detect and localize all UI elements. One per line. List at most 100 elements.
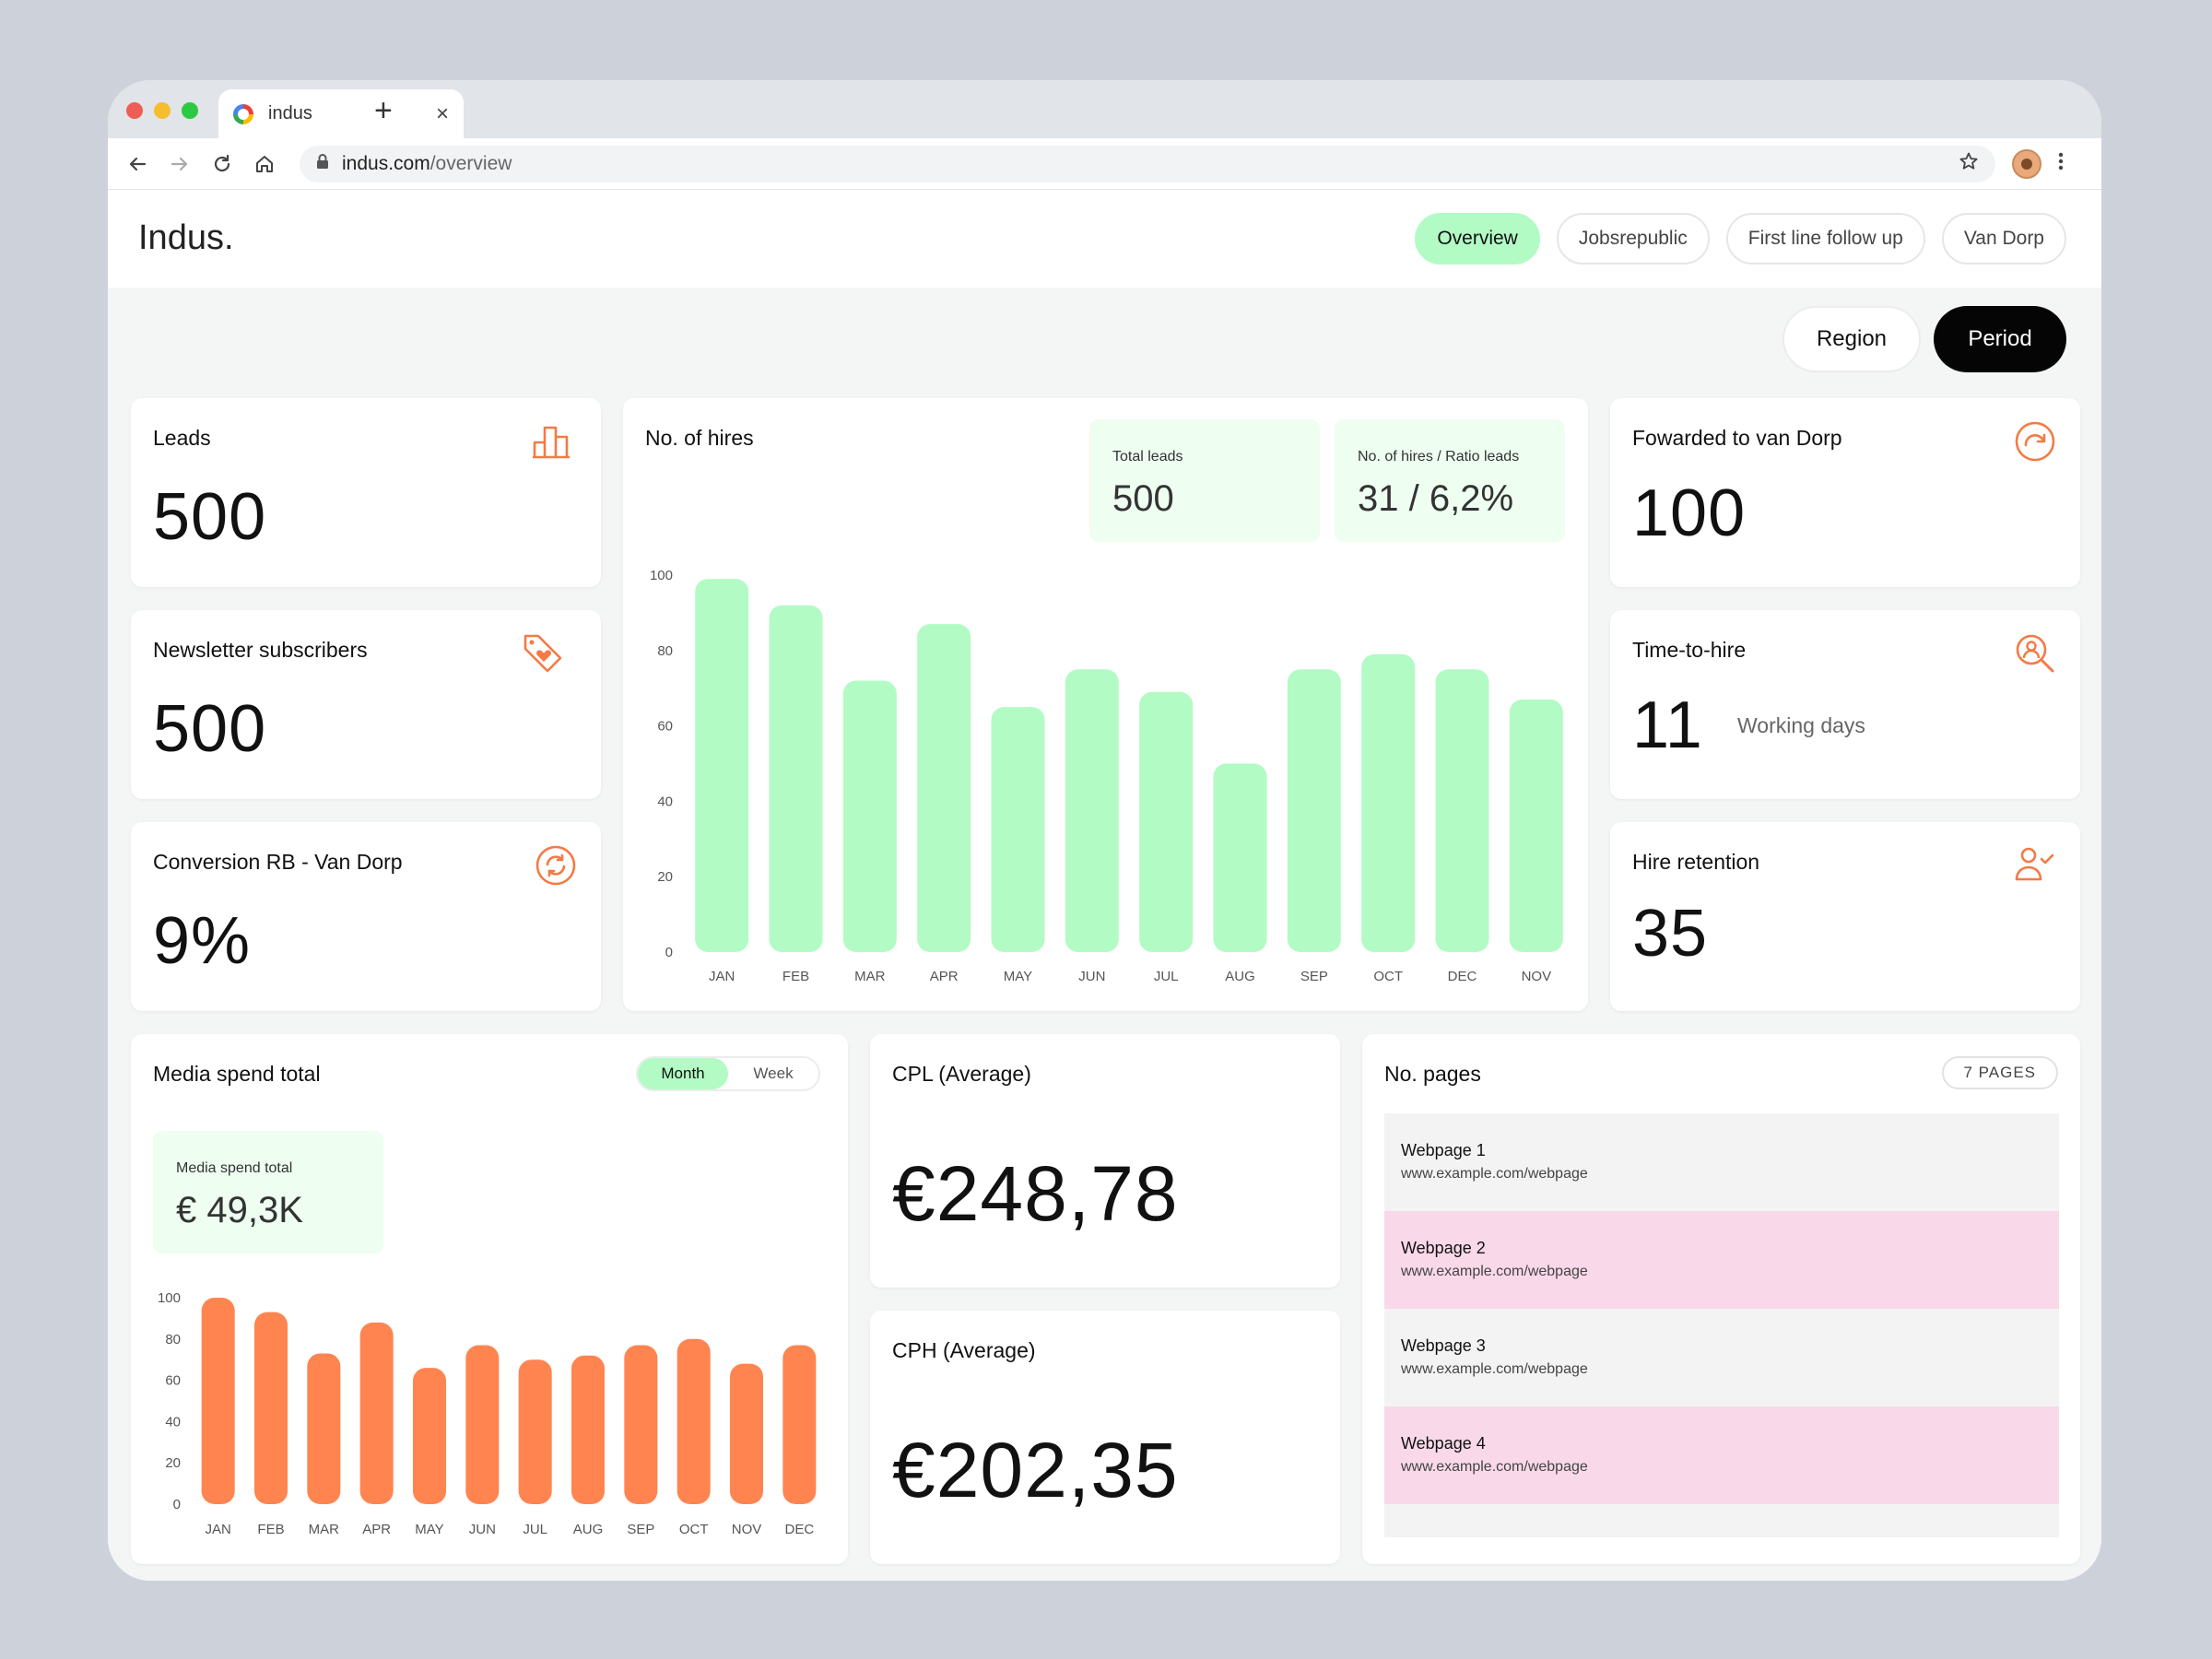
profile-avatar[interactable] [2012,148,2041,179]
card-title: Media spend total [153,1062,321,1086]
chart-bar-may[interactable] [413,1368,446,1504]
nav-tab-jobsrepublic[interactable]: Jobsrepublic [1556,213,1710,265]
browser-window: indus × + indus.com/overview [108,80,2101,1581]
region-filter-button[interactable]: Region [1783,306,1921,372]
x-tick-label: FEB [782,969,809,984]
newsletter-value: 500 [153,692,267,766]
back-arrow-icon[interactable] [123,149,152,179]
chart-bar-jun[interactable] [1065,669,1119,952]
chart-bar-may[interactable] [991,707,1045,952]
main-nav: Overview Jobsrepublic First line follow … [1415,213,2066,265]
x-tick-label: AUG [1225,969,1255,984]
bookmark-star-icon[interactable] [1959,151,1979,177]
list-item[interactable]: Webpage 3 www.example.com/webpage [1384,1309,2059,1406]
hires-ratio-stat: No. of hires / Ratio leads 31 / 6,2% [1335,419,1565,542]
total-leads-stat: Total leads 500 [1089,419,1320,542]
y-tick-label: 80 [657,643,673,659]
cph-value: €202,35 [892,1427,1179,1513]
chart-bar-nov[interactable] [1509,699,1563,952]
brand-logo[interactable]: Indus. [138,218,234,257]
maximize-window-button[interactable] [182,102,198,119]
x-tick-label: JUL [523,1522,547,1537]
week-toggle-button[interactable]: Week [753,1065,794,1082]
dashboard-content: Leads 500 Newsletter subscribers 500 Con… [108,389,2101,1581]
hires-card: No. of hires Total leads 500 No. of hire… [623,398,1588,1011]
x-tick-label: DEC [784,1522,814,1537]
home-icon[interactable] [250,149,279,179]
search-person-icon [2016,634,2054,673]
close-window-button[interactable] [126,102,143,119]
google-icon [233,103,253,124]
reload-icon[interactable] [207,149,237,179]
nav-tab-first-line-follow-up[interactable]: First line follow up [1725,213,1925,265]
chart-bar-jul[interactable] [1139,691,1194,952]
list-item[interactable]: Webpage 4 www.example.com/webpage [1384,1406,2059,1504]
x-tick-label: APR [362,1522,391,1537]
forwarded-card: Fowarded to van Dorp 100 [1610,398,2080,587]
tag-heart-icon [524,634,562,673]
chart-bar-oct[interactable] [1361,653,1416,952]
card-title: Leads [153,426,211,450]
y-tick-label: 40 [657,794,673,809]
url-path: /overview [429,152,512,174]
y-tick-label: 80 [165,1332,181,1347]
chart-bar-sep[interactable] [1287,669,1341,952]
pages-card: No. pages 7 PAGES Webpage 1 www.example.… [1362,1034,2080,1564]
time-to-hire-unit: Working days [1737,713,1865,737]
minimize-window-button[interactable] [154,102,171,119]
page-url: www.example.com/webpage [1401,1166,1588,1182]
chart-bar-jan[interactable] [695,579,749,952]
cpl-card: CPL (Average) €248,78 [870,1034,1340,1288]
chart-bar-apr[interactable] [359,1322,394,1504]
chart-bar-aug[interactable] [571,1355,605,1504]
x-tick-label: JUN [469,1522,496,1537]
chart-bar-jun[interactable] [465,1345,500,1504]
month-toggle-button[interactable]: Month [638,1058,728,1089]
forward-arrow-icon[interactable] [165,149,194,179]
card-title: No. pages [1384,1062,1481,1086]
list-item[interactable]: Webpage 2 www.example.com/webpage [1384,1211,2059,1309]
chart-bar-feb[interactable] [254,1312,288,1504]
chart-bar-aug[interactable] [1213,763,1267,953]
page-name: Webpage 2 [1401,1239,1486,1257]
list-item[interactable]: Webpage 1 www.example.com/webpage [1384,1113,2059,1211]
stat-value: 500 [1112,478,1174,519]
nav-tab-overview[interactable]: Overview [1415,213,1540,265]
page-list: Webpage 1 www.example.com/webpage Webpag… [1384,1113,2059,1537]
page-url: www.example.com/webpage [1401,1459,1588,1475]
chart-bar-apr[interactable] [917,624,971,952]
nav-tab-van-dorp[interactable]: Van Dorp [1941,213,2066,265]
card-title: Newsletter subscribers [153,638,368,662]
kebab-menu-icon[interactable] [2058,149,2064,178]
list-item[interactable] [1384,1504,2059,1537]
chart-bar-mar[interactable] [842,680,897,952]
chart-bar-oct[interactable] [677,1338,711,1504]
x-tick-label: SEP [627,1522,654,1537]
chart-bar-jan[interactable] [201,1298,235,1504]
chart-svg: 0 20 40 60 80 100 JAN FEB MAR APR MAY JUN JUL AUG SEP O… [158,1290,817,1537]
time-to-hire-card: Time-to-hire 11 Working days [1610,610,2080,799]
chart-bar-dec[interactable] [782,1345,817,1504]
card-title: Fowarded to van Dorp [1632,426,1842,450]
chart-bar-jul[interactable] [518,1359,552,1504]
period-filter-button[interactable]: Period [1934,306,2066,372]
chart-bar-dec[interactable] [1435,669,1489,952]
chart-bar-nov[interactable] [730,1363,763,1504]
chart-bar-feb[interactable] [769,605,823,952]
y-tick-label: 0 [665,945,673,960]
address-bar[interactable]: indus.com/overview [300,145,1995,182]
x-tick-label: FEB [257,1522,284,1537]
new-tab-button[interactable]: + [374,93,393,128]
stat-label: Media spend total [176,1160,293,1176]
browser-tab[interactable]: indus × [218,89,464,138]
card-title: Time-to-hire [1632,638,1747,662]
x-tick-label: APR [930,969,959,984]
stat-value: € 49,3K [176,1190,303,1230]
media-spend-stat: Media spend total € 49,3K [153,1131,383,1253]
filter-bar: Region Period [108,288,2101,389]
x-tick-label: JAN [205,1522,230,1537]
tab-close-icon[interactable]: × [435,100,449,126]
x-tick-label: MAY [415,1522,443,1537]
chart-bar-mar[interactable] [307,1353,341,1504]
chart-bar-sep[interactable] [624,1345,658,1504]
